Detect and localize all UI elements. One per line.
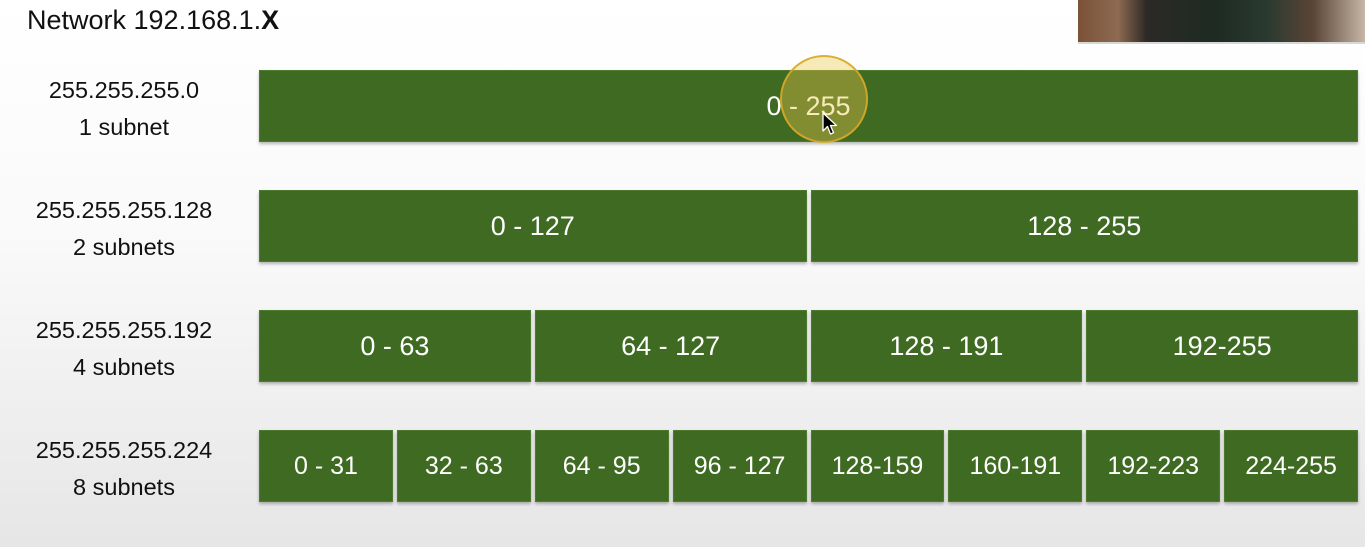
- subnet-range-cell: 0 - 255: [259, 70, 1358, 142]
- subnet-range-cell: 160-191: [948, 430, 1083, 502]
- subnet-range-cell: 64 - 127: [534, 310, 807, 382]
- subnet-range-cell: 0 - 127: [259, 190, 807, 262]
- row-label-mask-0: 255.255.255.0 1 subnet: [0, 72, 248, 146]
- subnet-mask-label: 255.255.255.0: [48, 77, 200, 103]
- subnet-range-cell: 128 - 255: [810, 190, 1358, 262]
- subnet-range-cell: 128-159: [810, 430, 945, 502]
- subnet-mask-label: 255.255.255.192: [35, 317, 213, 343]
- subnet-range-cell: 192-223: [1086, 430, 1221, 502]
- subnet-count-label: 8 subnets: [73, 474, 175, 500]
- subnet-count-label: 1 subnet: [78, 114, 170, 140]
- subnet-mask-label: 255.255.255.128: [35, 197, 213, 223]
- diagram-title: Network 192.168.1.X: [27, 5, 279, 36]
- row-label-mask-224: 255.255.255.224 8 subnets: [0, 432, 248, 506]
- subnet-range-cell: 64 - 95: [534, 430, 669, 502]
- subnet-range-cell: 0 - 63: [259, 310, 531, 382]
- subnet-range-cell: 192-255: [1086, 310, 1358, 382]
- subnet-count-label: 4 subnets: [73, 354, 175, 380]
- title-host-octet: X: [261, 5, 280, 35]
- subnet-range-cell: 0 - 31: [259, 430, 393, 502]
- subnet-range-cell: 128 - 191: [810, 310, 1083, 382]
- subnet-range-cell: 224-255: [1224, 430, 1358, 502]
- subnet-mask-label: 255.255.255.224: [35, 437, 213, 463]
- title-network-prefix: Network 192.168.1.: [27, 5, 262, 35]
- subnet-range-cell: 96 - 127: [672, 430, 807, 502]
- presenter-webcam: [1078, 0, 1365, 44]
- row-label-mask-128: 255.255.255.128 2 subnets: [0, 192, 248, 266]
- subnet-count-label: 2 subnets: [73, 234, 175, 260]
- subnet-range-cell: 32 - 63: [396, 430, 531, 502]
- row-label-mask-192: 255.255.255.192 4 subnets: [0, 312, 248, 386]
